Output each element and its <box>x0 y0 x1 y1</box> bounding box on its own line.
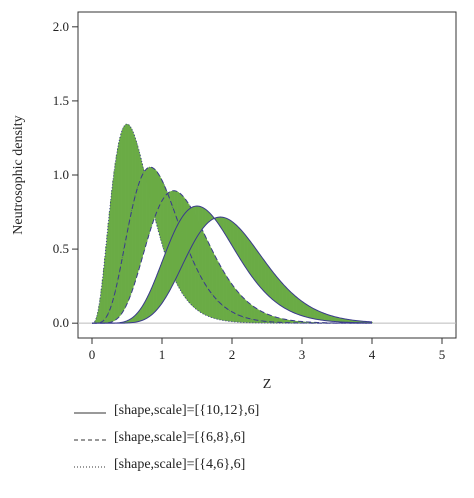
legend-swatch-dashed <box>74 439 106 441</box>
series-3-curve-1 <box>91 123 372 324</box>
series-1-curve-1 <box>92 205 373 324</box>
series-band-1 <box>92 205 373 324</box>
y-axis-title: Neutrosophic density <box>11 115 26 234</box>
x-tick-label: 4 <box>369 347 376 362</box>
y-tick-label: 2.0 <box>53 19 69 34</box>
legend-label: [shape,scale]=[{6,8},6] <box>114 430 246 445</box>
series-1-curve-2 <box>92 216 373 324</box>
x-tick-label: 5 <box>439 347 446 362</box>
y-tick-label: 0.0 <box>53 315 69 330</box>
legend-label: [shape,scale]=[{10,12},6] <box>114 403 260 418</box>
x-tick-label: 2 <box>229 347 236 362</box>
legend-swatch-dotted <box>74 466 106 468</box>
x-tick-label: 1 <box>159 347 166 362</box>
x-axis-title: Z <box>263 377 272 392</box>
legend-swatch-solid <box>74 412 106 414</box>
x-tick-label: 0 <box>89 347 96 362</box>
legend-item-3: [shape,scale]=[{4,6},6] <box>74 457 454 484</box>
y-tick-label: 0.5 <box>53 241 69 256</box>
series-bands <box>78 123 456 324</box>
x-tick-label: 3 <box>299 347 306 362</box>
series-band-2 <box>92 166 373 324</box>
legend-label: [shape,scale]=[{4,6},6] <box>114 457 246 472</box>
y-tick-label: 1.5 <box>53 93 69 108</box>
legend-item-1: [shape,scale]=[{10,12},6] <box>74 403 454 430</box>
density-chart: 0 1 2 3 4 5 0.0 0.5 1.0 1.5 2.0 Z Neutrosophic den… <box>11 11 457 392</box>
series-2-curve-2 <box>92 190 373 324</box>
axis-ticks: 0 1 2 3 4 5 0.0 0.5 1.0 1.5 2.0 <box>53 19 446 362</box>
legend: [shape,scale]=[{10,12},6] [shape,scale]=… <box>74 403 454 484</box>
legend-item-2: [shape,scale]=[{6,8},6] <box>74 430 454 457</box>
y-tick-label: 1.0 <box>53 167 69 182</box>
